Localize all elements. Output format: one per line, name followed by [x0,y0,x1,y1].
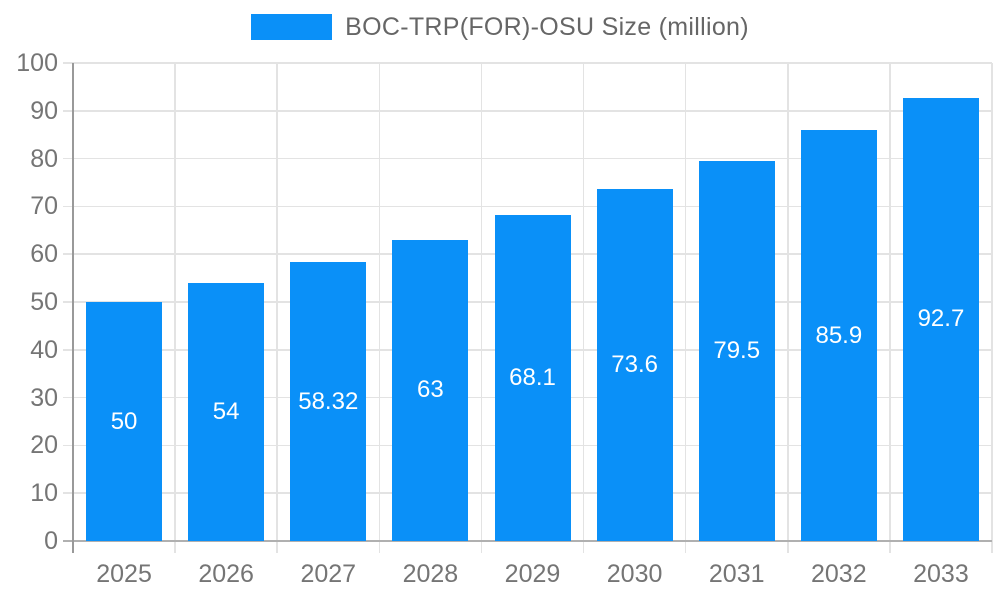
h-gridline [63,157,992,160]
y-axis-tick-label: 70 [30,192,58,221]
bar-value-label: 63 [417,376,444,404]
h-gridline [63,62,992,64]
y-axis-tick-label: 50 [30,288,58,316]
v-gridline [174,63,176,553]
x-axis-tick-label: 2027 [300,560,357,588]
x-axis-tick-label: 2032 [811,560,867,588]
y-axis-tick-label: 80 [30,144,58,173]
bar-value-label: 85.9 [815,321,863,349]
bar-2031[interactable] [698,160,775,541]
v-gridline [276,63,278,553]
x-axis-tick-label: 2025 [96,560,152,588]
bar-value-label: 68.1 [509,364,556,392]
y-axis-tick-label: 100 [16,49,58,77]
v-gridline [378,63,381,553]
x-axis-line [63,540,992,542]
legend-item[interactable]: BOC-TRP(FOR)-OSU Size (million) [251,14,749,40]
v-gridline [991,63,993,553]
y-axis-tick-label: 60 [30,240,58,269]
bar-2033[interactable] [902,97,979,541]
y-axis-tick-label: 30 [30,383,58,412]
bar-value-label: 54 [212,397,240,425]
bar-2025[interactable] [86,302,163,541]
bar-2032[interactable] [800,130,877,541]
x-axis-tick-label: 2026 [198,560,254,588]
v-gridline [684,63,687,553]
legend-label: BOC-TRP(FOR)-OSU Size (million) [345,12,749,41]
y-axis-tick-label: 40 [30,335,58,364]
v-gridline [787,63,789,553]
bar-value-label: 92.7 [917,305,965,333]
x-axis-tick-label: 2031 [708,560,765,588]
bar-value-label: 50 [110,407,138,435]
x-axis-tick-label: 2029 [504,560,561,588]
x-axis-tick-label: 2033 [913,560,969,588]
y-axis-tick-label: 10 [30,479,58,508]
chart-legend: BOC-TRP(FOR)-OSU Size (million) [0,14,1000,40]
bar-2030[interactable] [596,189,673,541]
v-gridline [889,63,891,553]
bar-2028[interactable] [392,239,469,541]
bar-2027[interactable] [290,262,367,541]
y-axis-tick-label: 0 [44,527,58,555]
x-axis-tick-label: 2030 [606,560,663,588]
bar-value-label: 79.5 [713,336,761,364]
bar-value-label: 58.32 [298,387,359,415]
v-gridline [582,63,585,553]
y-axis-tick-label: 90 [30,96,58,125]
v-gridline [480,63,483,553]
x-axis-tick-label: 2028 [402,560,459,588]
bar-value-label: 73.6 [611,351,658,379]
h-gridline [63,110,992,112]
y-axis-tick-label: 20 [30,431,58,460]
y-axis-line [72,63,74,553]
h-gridline [63,205,992,208]
bar-2029[interactable] [494,215,571,541]
bar-2026[interactable] [188,282,265,541]
legend-swatch [251,14,333,40]
